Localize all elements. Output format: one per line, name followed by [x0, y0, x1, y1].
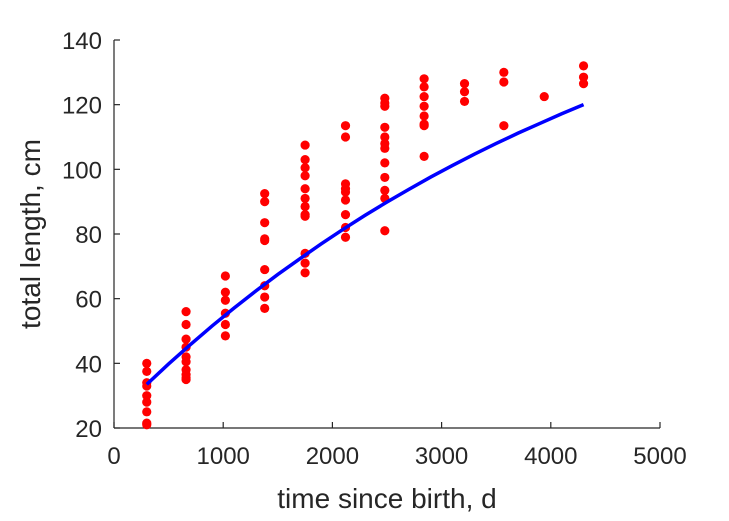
data-point	[300, 140, 310, 150]
data-point	[380, 101, 390, 111]
data-point	[578, 72, 589, 82]
data-point	[260, 234, 270, 244]
data-point	[459, 79, 470, 89]
y-tick-label: 80	[75, 222, 102, 249]
data-point	[419, 101, 429, 111]
data-point	[419, 82, 429, 92]
data-point	[340, 184, 351, 194]
data-point	[181, 374, 191, 385]
data-point	[260, 188, 270, 199]
data-point	[499, 77, 509, 87]
data-point	[578, 79, 589, 89]
scatter-points	[142, 61, 589, 430]
y-tick-label: 60	[75, 287, 102, 314]
data-point	[300, 155, 310, 165]
x-tick-label: 5000	[633, 443, 686, 470]
data-point	[181, 357, 191, 367]
data-point	[300, 201, 310, 212]
data-point	[459, 96, 470, 107]
data-point	[300, 184, 310, 194]
data-point	[142, 407, 152, 417]
data-point	[220, 271, 230, 281]
x-tick-label: 2000	[306, 443, 359, 470]
y-axis-label: total length, cm	[15, 139, 46, 329]
data-point	[181, 334, 191, 344]
data-point	[419, 111, 429, 121]
data-point	[220, 287, 230, 297]
data-point	[142, 397, 152, 407]
x-tick-label: 1000	[197, 443, 250, 470]
y-tick-label: 120	[62, 93, 102, 120]
data-point	[340, 210, 351, 220]
x-ticks: 0 1000 2000 3000 4000 5000	[107, 422, 687, 470]
data-point	[142, 391, 152, 401]
data-point	[380, 143, 390, 153]
data-point	[300, 193, 310, 204]
data-point	[419, 74, 429, 84]
data-point	[300, 171, 310, 181]
x-axis-label: time since birth, d	[277, 483, 496, 514]
data-point	[419, 151, 429, 161]
data-point	[220, 319, 230, 330]
data-point	[142, 366, 152, 377]
data-point	[260, 303, 270, 313]
data-point	[220, 331, 230, 341]
data-point	[380, 185, 390, 195]
data-point	[340, 121, 351, 131]
y-tick-label: 140	[62, 28, 102, 55]
data-point	[300, 268, 310, 278]
data-point	[499, 67, 509, 77]
data-point	[578, 61, 589, 71]
data-point	[539, 91, 549, 102]
x-tick-label: 3000	[415, 443, 468, 470]
data-point	[260, 218, 270, 228]
data-point	[419, 91, 429, 102]
data-point	[340, 132, 351, 142]
data-point	[499, 121, 509, 131]
data-point	[300, 211, 310, 221]
y-tick-label: 40	[75, 351, 102, 378]
data-point	[181, 319, 191, 330]
data-point	[380, 132, 390, 142]
fit-curve	[145, 103, 585, 386]
data-point	[260, 292, 270, 302]
data-point	[459, 87, 470, 97]
data-point	[419, 121, 429, 131]
x-tick-label: 4000	[524, 443, 577, 470]
y-tick-label: 100	[62, 157, 102, 184]
data-point	[142, 358, 152, 368]
data-point	[142, 420, 152, 430]
x-tick-label: 0	[107, 443, 120, 470]
y-ticks: 20 40 60 80 100 120 140	[62, 28, 120, 443]
data-point	[340, 232, 351, 242]
data-point	[380, 158, 390, 168]
data-point	[300, 258, 310, 268]
data-point	[181, 307, 191, 317]
data-point	[260, 264, 270, 275]
data-point	[380, 122, 390, 132]
data-point	[340, 195, 351, 205]
data-point	[300, 163, 310, 173]
data-point	[260, 197, 270, 207]
y-tick-label: 20	[75, 416, 102, 443]
data-point	[220, 295, 230, 305]
data-point	[380, 226, 390, 236]
data-point	[380, 172, 390, 183]
